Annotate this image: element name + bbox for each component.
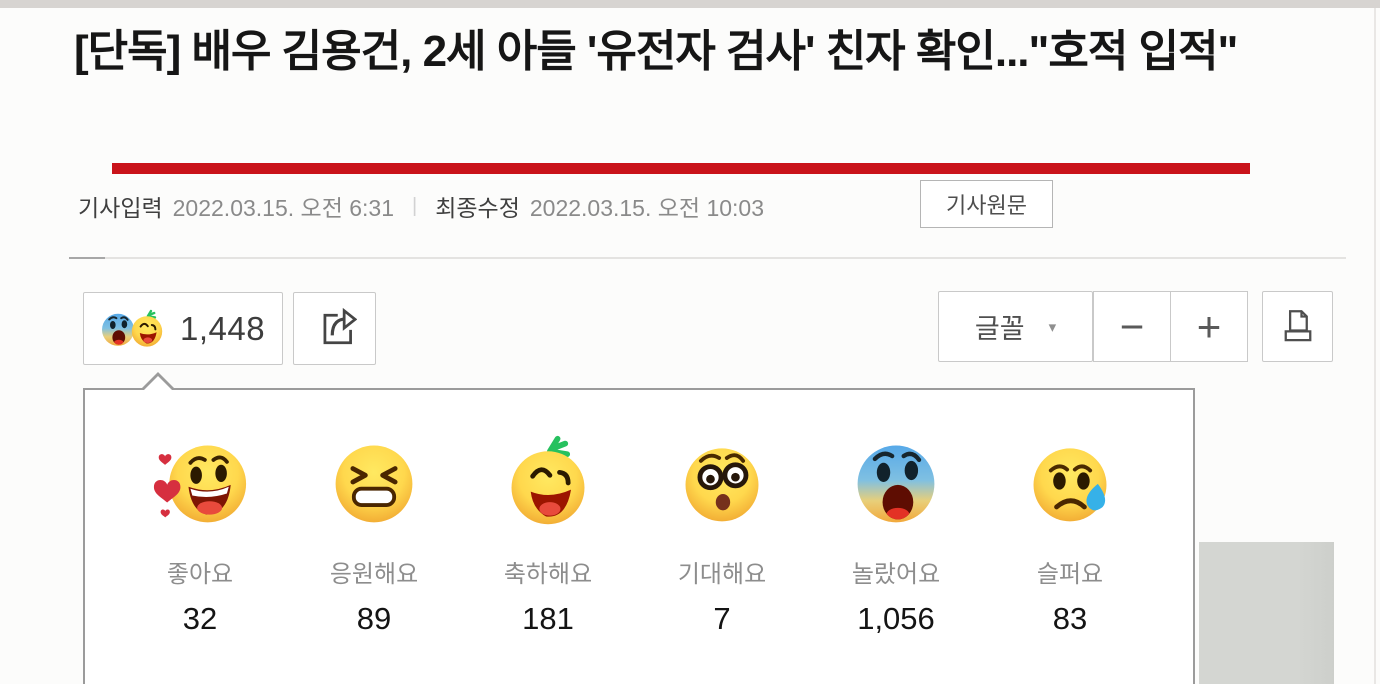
congrats-emoji-icon	[511, 435, 585, 525]
share-button[interactable]	[293, 292, 376, 365]
published-label: 기사입력	[78, 195, 163, 221]
font-label: 글꼴	[974, 314, 1025, 344]
print-icon	[1284, 309, 1311, 341]
reaction-count: 83	[1052, 601, 1088, 636]
reaction-count: 181	[522, 601, 574, 636]
meta-separator: |	[412, 194, 418, 217]
window-top-edge	[0, 0, 1380, 8]
text-larger-button[interactable]: +	[1171, 291, 1248, 362]
reaction-count: 1,056	[857, 601, 935, 636]
plus-icon: +	[1196, 302, 1222, 350]
reaction-item-surprised[interactable]: 놀랐어요 1,056	[809, 434, 983, 637]
reaction-count-button[interactable]: 1,448	[83, 292, 283, 365]
share-icon	[323, 307, 357, 344]
reaction-item-sad[interactable]: 슬퍼요 83	[983, 434, 1157, 637]
header-divider	[69, 257, 1346, 259]
congrats-emoji-icon	[131, 309, 163, 347]
article-headline: [단독] 배우 김용건, 2세 아들 '유전자 검사' 친자 확인..."호적 …	[74, 27, 1238, 76]
reaction-item-congrats[interactable]: 축하해요 181	[461, 434, 635, 637]
reaction-label: 슬퍼요	[1036, 561, 1104, 588]
reaction-label: 놀랐어요	[851, 561, 941, 588]
content-right-edge	[1374, 8, 1376, 684]
modified-time: 2022.03.15. 오전 10:03	[529, 195, 765, 221]
reaction-item-love[interactable]: 좋아요 32	[113, 434, 287, 637]
font-button[interactable]: 글꼴 ▾	[938, 291, 1093, 362]
reaction-item-expect[interactable]: 기대해요 7	[635, 434, 809, 637]
reaction-label: 좋아요	[166, 561, 234, 588]
surprised-emoji-icon	[102, 313, 134, 346]
article-meta: 기사입력 2022.03.15. 오전 6:31 | 최종수정 2022.03.…	[78, 190, 764, 222]
reaction-label: 응원해요	[329, 561, 419, 588]
reaction-total-count: 1,448	[180, 309, 266, 347]
reaction-label: 축하해요	[503, 561, 593, 588]
reaction-label: 기대해요	[677, 561, 767, 588]
text-zoom-group: − +	[1093, 291, 1248, 362]
reactions-row: 좋아요 32 응원해요 89 축하해요 181	[113, 434, 1157, 637]
reaction-count: 89	[356, 601, 392, 636]
reaction-item-cheer[interactable]: 응원해요 89	[287, 434, 461, 637]
print-button[interactable]	[1262, 291, 1333, 362]
published-time: 2022.03.15. 오전 6:31	[172, 195, 395, 221]
headline-underline	[112, 163, 1250, 174]
reaction-count: 7	[713, 601, 731, 636]
reactions-panel: 좋아요 32 응원해요 89 축하해요 181	[83, 372, 1195, 684]
text-smaller-button[interactable]: −	[1093, 291, 1171, 362]
surprised-emoji-icon	[857, 445, 935, 523]
overlay-gray-block	[1199, 542, 1334, 684]
original-article-button[interactable]: 기사원문	[920, 180, 1053, 228]
chevron-down-icon: ▾	[1048, 318, 1057, 336]
expect-emoji-icon	[685, 448, 759, 522]
cheer-emoji-icon	[335, 445, 413, 523]
reaction-count: 32	[182, 601, 218, 636]
modified-label: 최종수정	[435, 195, 520, 221]
minus-icon: −	[1119, 302, 1145, 350]
sad-emoji-icon	[1033, 448, 1107, 522]
love-emoji-icon	[153, 445, 247, 523]
